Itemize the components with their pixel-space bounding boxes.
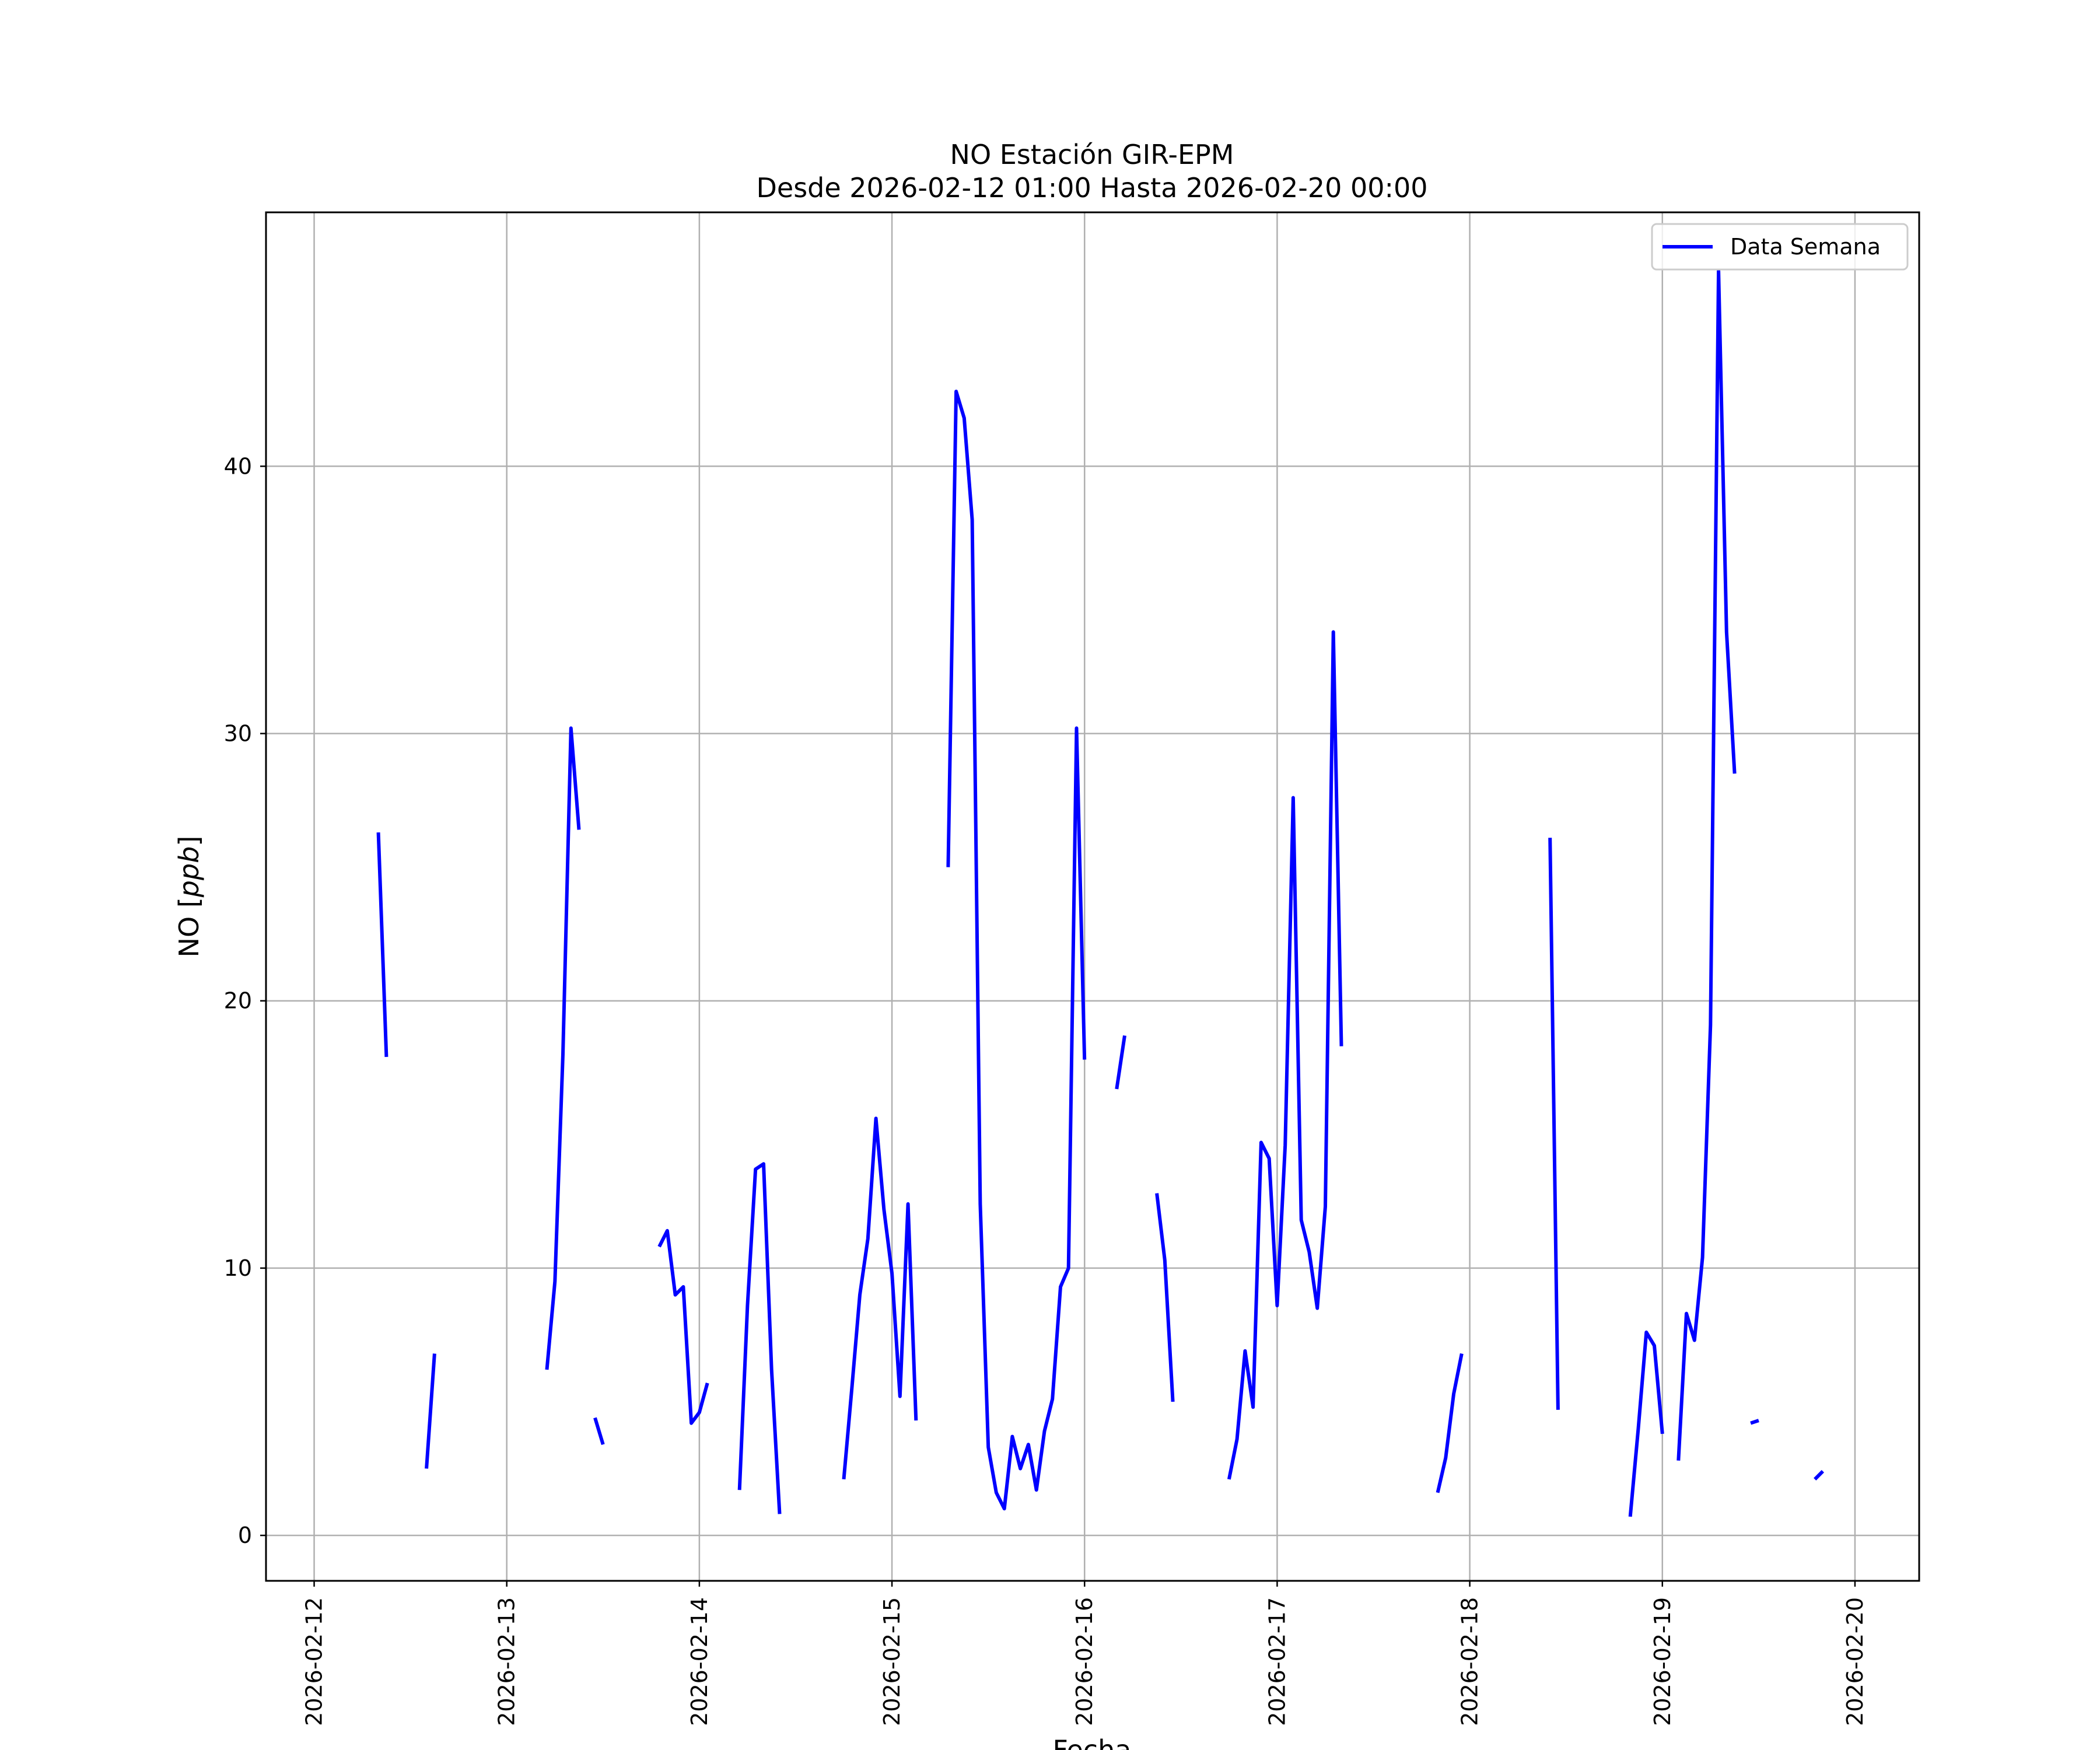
series-line-segment — [593, 1417, 605, 1446]
y-tick-label: 10 — [224, 1255, 252, 1281]
data-series-lines — [376, 269, 1825, 1517]
series-line-segment — [425, 1353, 436, 1469]
x-tick-label: 2026-02-17 — [1264, 1597, 1290, 1726]
series-line-segment — [1227, 630, 1343, 1480]
y-tick-label: 0 — [238, 1522, 252, 1548]
series-line-segment — [1155, 1193, 1175, 1402]
series-line-segment — [1548, 838, 1560, 1410]
series-line-segment — [1436, 1353, 1464, 1493]
y-tick-label: 30 — [224, 720, 252, 746]
chart-subtitle: Desde 2026-02-12 01:00 Hasta 2026-02-20 … — [756, 172, 1427, 204]
x-tick-label: 2026-02-15 — [879, 1597, 905, 1726]
x-tick-label: 2026-02-13 — [494, 1597, 520, 1726]
series-line-segment — [842, 1116, 918, 1480]
x-axis-ticks: 2026-02-12 2026-02-13 2026-02-14 2026-02-15… — [302, 1581, 1868, 1726]
series-line-segment — [1115, 1035, 1126, 1090]
y-axis-ticks: 0 10 20 30 40 — [224, 453, 266, 1548]
y-axis-label: NO [ppb] — [173, 836, 205, 958]
x-tick-label: 2026-02-20 — [1842, 1597, 1868, 1726]
chart-legend: Data Semana — [1651, 223, 1909, 271]
x-tick-label: 2026-02-19 — [1650, 1597, 1675, 1726]
chart-title: NO Estación GIR-EPM — [950, 139, 1234, 170]
series-line-segment — [1750, 1419, 1759, 1425]
x-tick-label: 2026-02-14 — [687, 1597, 712, 1726]
series-line-segment — [1676, 269, 1737, 1461]
plot-area-frame — [265, 211, 1920, 1582]
series-line-segment — [657, 1228, 709, 1425]
x-axis-label: Fecha — [1053, 1734, 1132, 1750]
series-line-segment — [1814, 1469, 1825, 1481]
series-line-segment — [737, 1162, 782, 1514]
grid-lines — [266, 212, 1919, 1581]
x-tick-label: 2026-02-16 — [1072, 1597, 1097, 1726]
series-line-segment — [376, 832, 388, 1058]
x-tick-label: 2026-02-18 — [1457, 1597, 1483, 1726]
x-tick-label: 2026-02-12 — [302, 1597, 327, 1726]
series-line-segment — [1628, 1330, 1664, 1517]
legend-label-data-semana: Data Semana — [1730, 234, 1881, 260]
series-line-segment — [545, 726, 581, 1370]
y-tick-label: 40 — [224, 453, 252, 479]
legend-box — [1651, 223, 1909, 271]
series-line-segment — [946, 390, 1087, 1511]
y-tick-label: 20 — [224, 988, 252, 1014]
